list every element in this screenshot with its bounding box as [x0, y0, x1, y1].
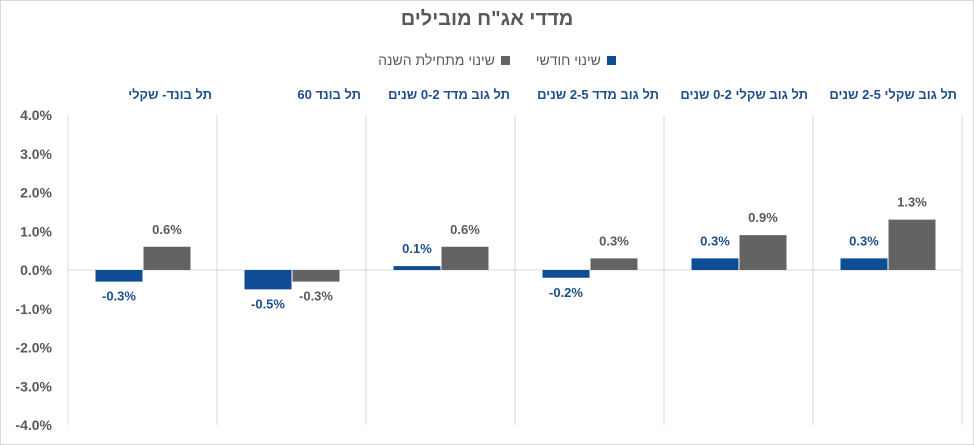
data-label-monthly: -0.3% — [102, 289, 136, 304]
category-label: תל גוב מדד 0-2 שנים — [388, 87, 510, 102]
data-label-ytd: 0.3% — [599, 233, 629, 248]
data-label-ytd: 0.9% — [748, 210, 778, 225]
data-label-ytd: -0.3% — [299, 289, 333, 304]
y-tick-label: 4.0% — [20, 107, 52, 123]
y-tick-label: 0.0% — [20, 262, 52, 278]
bar-monthly — [542, 270, 590, 278]
data-label-monthly: 0.3% — [849, 233, 879, 248]
bar-ytd — [739, 235, 787, 270]
bar-monthly — [393, 266, 441, 270]
data-label-monthly: -0.2% — [549, 285, 583, 300]
bar-ytd — [292, 270, 340, 282]
category-label: תל גוב מדד 2-5 שנים — [537, 87, 659, 102]
bar-ytd — [888, 219, 936, 270]
legend-item-monthly: שינוי חודשי — [536, 52, 616, 68]
bar-monthly — [244, 270, 292, 290]
data-label-monthly: 0.3% — [700, 233, 730, 248]
y-tick-label: -3.0% — [15, 378, 52, 394]
bar-ytd — [441, 246, 489, 270]
data-label-ytd: 0.6% — [152, 222, 182, 237]
bar-monthly — [95, 270, 143, 282]
y-tick-label: 3.0% — [20, 146, 52, 162]
bar-ytd — [590, 258, 638, 270]
bar-monthly — [691, 258, 739, 270]
data-label-monthly: -0.5% — [251, 296, 285, 311]
legend-swatch-ytd — [500, 55, 510, 65]
legend-swatch-monthly — [606, 55, 616, 65]
data-label-ytd: 0.6% — [450, 222, 480, 237]
y-tick-label: -1.0% — [15, 301, 52, 317]
data-label-monthly: 0.1% — [402, 241, 432, 256]
category-label: תל גוב שקלי 0-2 שנים — [680, 87, 808, 102]
category-label: תל בונד 60 — [297, 87, 361, 102]
data-label-ytd: 1.3% — [897, 195, 927, 210]
legend-item-ytd: שינוי מתחילת השנה — [378, 52, 510, 68]
chart-title: מדדי אג"ח מובילים — [400, 8, 574, 30]
y-tick-label: 2.0% — [20, 185, 52, 201]
bar-monthly — [840, 258, 888, 270]
bar-ytd — [143, 246, 191, 270]
legend-label-ytd: שינוי מתחילת השנה — [378, 52, 495, 68]
category-label: תל בונד- שקלי — [128, 87, 212, 102]
category-label: תל גוב שקלי 2-5 שנים — [829, 87, 957, 102]
chart-legend: שינוי חודשי שינוי מתחילת השנה — [352, 50, 642, 70]
y-tick-label: -2.0% — [15, 340, 52, 356]
y-tick-label: 1.0% — [20, 223, 52, 239]
legend-label-monthly: שינוי חודשי — [535, 52, 601, 68]
y-tick-label: -4.0% — [15, 417, 52, 433]
